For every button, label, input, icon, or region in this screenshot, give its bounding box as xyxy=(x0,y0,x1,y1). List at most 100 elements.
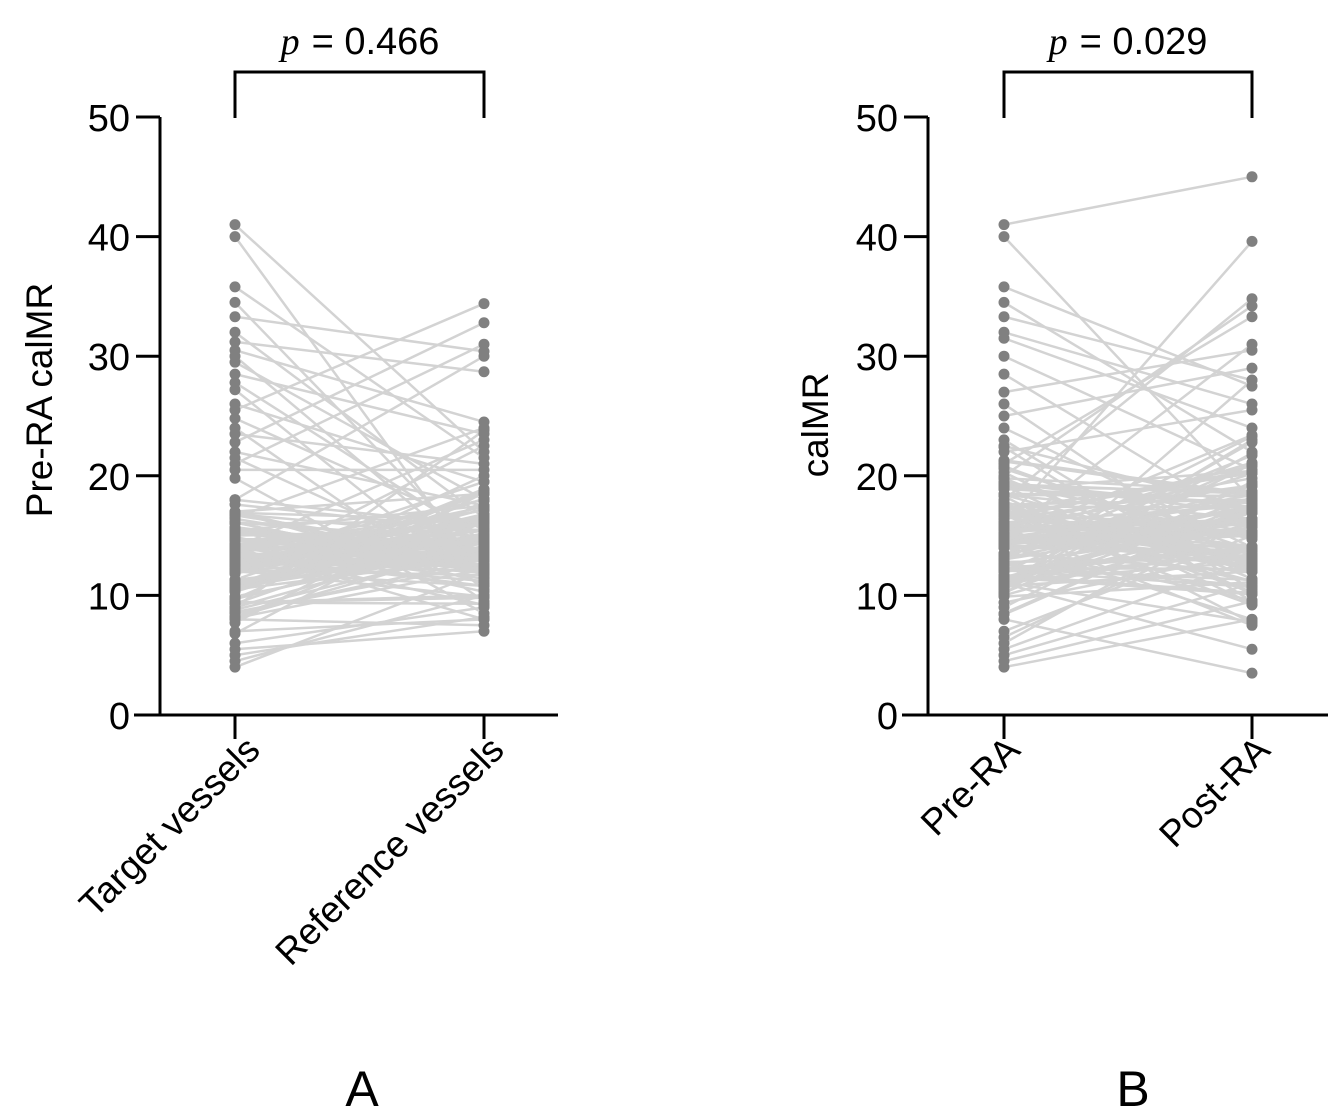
data-point-1-left xyxy=(998,398,1010,410)
data-point-0-right xyxy=(478,440,490,452)
data-point-1-left xyxy=(998,410,1010,422)
data-point-1-left xyxy=(998,661,1010,673)
y-tick-label: 50 xyxy=(88,98,130,140)
pair-line xyxy=(1003,315,1253,382)
pair-line xyxy=(234,321,485,444)
data-point-0-right xyxy=(478,350,490,362)
data-point-1-right xyxy=(1246,540,1258,552)
data-point-1-left xyxy=(998,350,1010,362)
data-point-0-left xyxy=(229,219,241,231)
y-tick-label: 20 xyxy=(88,457,130,499)
data-point-0-right xyxy=(478,298,490,310)
data-point-1-left xyxy=(998,513,1010,525)
svg-text:p = 0.466: p = 0.466 xyxy=(278,21,440,63)
data-point-1-left xyxy=(998,386,1010,398)
data-point-0-right xyxy=(478,613,490,625)
x-category-label: Post-RA xyxy=(1151,728,1278,855)
pair-line xyxy=(1003,517,1253,531)
panel-b-pair-lines xyxy=(1003,175,1253,675)
panel-a-y-axis-title: Pre-RA calMR xyxy=(19,283,60,517)
data-point-1-right xyxy=(1246,338,1258,350)
data-point-1-left xyxy=(998,565,1010,577)
pair-line xyxy=(1003,469,1253,512)
data-point-1-left xyxy=(998,477,1010,489)
data-point-0-left xyxy=(229,368,241,380)
panel-b-points xyxy=(998,171,1258,679)
data-point-1-left xyxy=(998,441,1010,453)
data-point-1-right xyxy=(1246,488,1258,500)
data-point-1-right xyxy=(1246,562,1258,574)
data-point-1-right xyxy=(1246,436,1258,448)
svg-text:p = 0.029: p = 0.029 xyxy=(1046,21,1208,63)
data-point-0-right xyxy=(478,625,490,637)
data-point-1-right xyxy=(1246,667,1258,679)
pair-line xyxy=(1003,618,1253,669)
panel-a-points xyxy=(229,219,490,673)
data-point-0-left xyxy=(229,581,241,593)
pair-line xyxy=(1003,533,1253,570)
data-point-0-left xyxy=(229,384,241,396)
data-point-1-right xyxy=(1246,311,1258,323)
pair-line xyxy=(234,535,485,609)
data-point-0-left xyxy=(229,412,241,424)
panel-b-y-axis-title: calMR xyxy=(795,373,836,478)
data-point-0-right xyxy=(478,483,490,495)
pair-line xyxy=(1003,487,1253,505)
pair-line xyxy=(1003,355,1253,471)
pair-line xyxy=(234,302,485,412)
x-category-label: Pre-RA xyxy=(913,728,1028,843)
pair-line xyxy=(234,343,485,465)
pair-line xyxy=(234,548,485,607)
y-tick-label: 40 xyxy=(856,218,898,260)
data-point-1-left xyxy=(998,522,1010,534)
pair-line xyxy=(1003,560,1253,583)
data-point-1-right xyxy=(1246,171,1258,183)
data-point-0-left xyxy=(229,336,241,348)
data-point-1-left xyxy=(998,552,1010,564)
y-tick-label: 20 xyxy=(856,457,898,499)
data-point-0-right xyxy=(478,530,490,542)
data-point-1-right xyxy=(1246,479,1258,491)
data-point-1-right xyxy=(1246,598,1258,610)
pair-line xyxy=(1003,582,1253,657)
pair-line xyxy=(1003,175,1253,226)
pair-line xyxy=(234,426,485,519)
data-point-1-right xyxy=(1246,460,1258,472)
data-point-1-left xyxy=(998,454,1010,466)
data-point-0-left xyxy=(229,628,241,640)
panel-b-p-symbol: p xyxy=(1046,21,1068,63)
data-point-0-left xyxy=(229,436,241,448)
data-point-0-left xyxy=(229,532,241,544)
panel-b: 0 10 20 30 40 50 Pre-RA Post-RA calMR p = 0.029… xyxy=(795,21,1328,1117)
panel-a-significance-annotation: p = 0.466 xyxy=(233,21,486,118)
data-point-1-right xyxy=(1246,643,1258,655)
panel-a-p-symbol: p xyxy=(278,21,300,63)
pair-line xyxy=(234,223,485,453)
pair-line xyxy=(234,498,485,528)
data-point-1-left xyxy=(998,489,1010,501)
data-point-0-right xyxy=(478,575,490,587)
data-point-0-left xyxy=(229,356,241,368)
data-point-0-right xyxy=(478,592,490,604)
x-category-label: Reference vessels xyxy=(267,729,511,973)
data-point-0-right xyxy=(478,338,490,350)
data-point-1-left xyxy=(998,311,1010,323)
panel-a: 0 10 20 30 40 50 Target vessels Reference vesse… xyxy=(19,21,558,1117)
y-tick-label: 40 xyxy=(88,218,130,260)
pair-line xyxy=(1003,576,1253,596)
data-point-0-left xyxy=(229,281,241,293)
data-point-1-right xyxy=(1246,293,1258,305)
y-tick-label: 0 xyxy=(877,696,898,738)
data-point-1-left xyxy=(998,539,1010,551)
data-point-1-left xyxy=(998,609,1010,621)
y-tick-label: 50 xyxy=(856,98,898,140)
data-point-1-left xyxy=(998,504,1010,516)
panel-a-label: A xyxy=(345,1061,379,1117)
panel-b-p-value: = 0.029 xyxy=(1080,21,1208,63)
pair-line xyxy=(1003,304,1253,477)
data-point-1-left xyxy=(998,231,1010,243)
data-point-1-left xyxy=(998,296,1010,308)
data-point-0-left xyxy=(229,554,241,566)
data-point-0-left xyxy=(229,544,241,556)
